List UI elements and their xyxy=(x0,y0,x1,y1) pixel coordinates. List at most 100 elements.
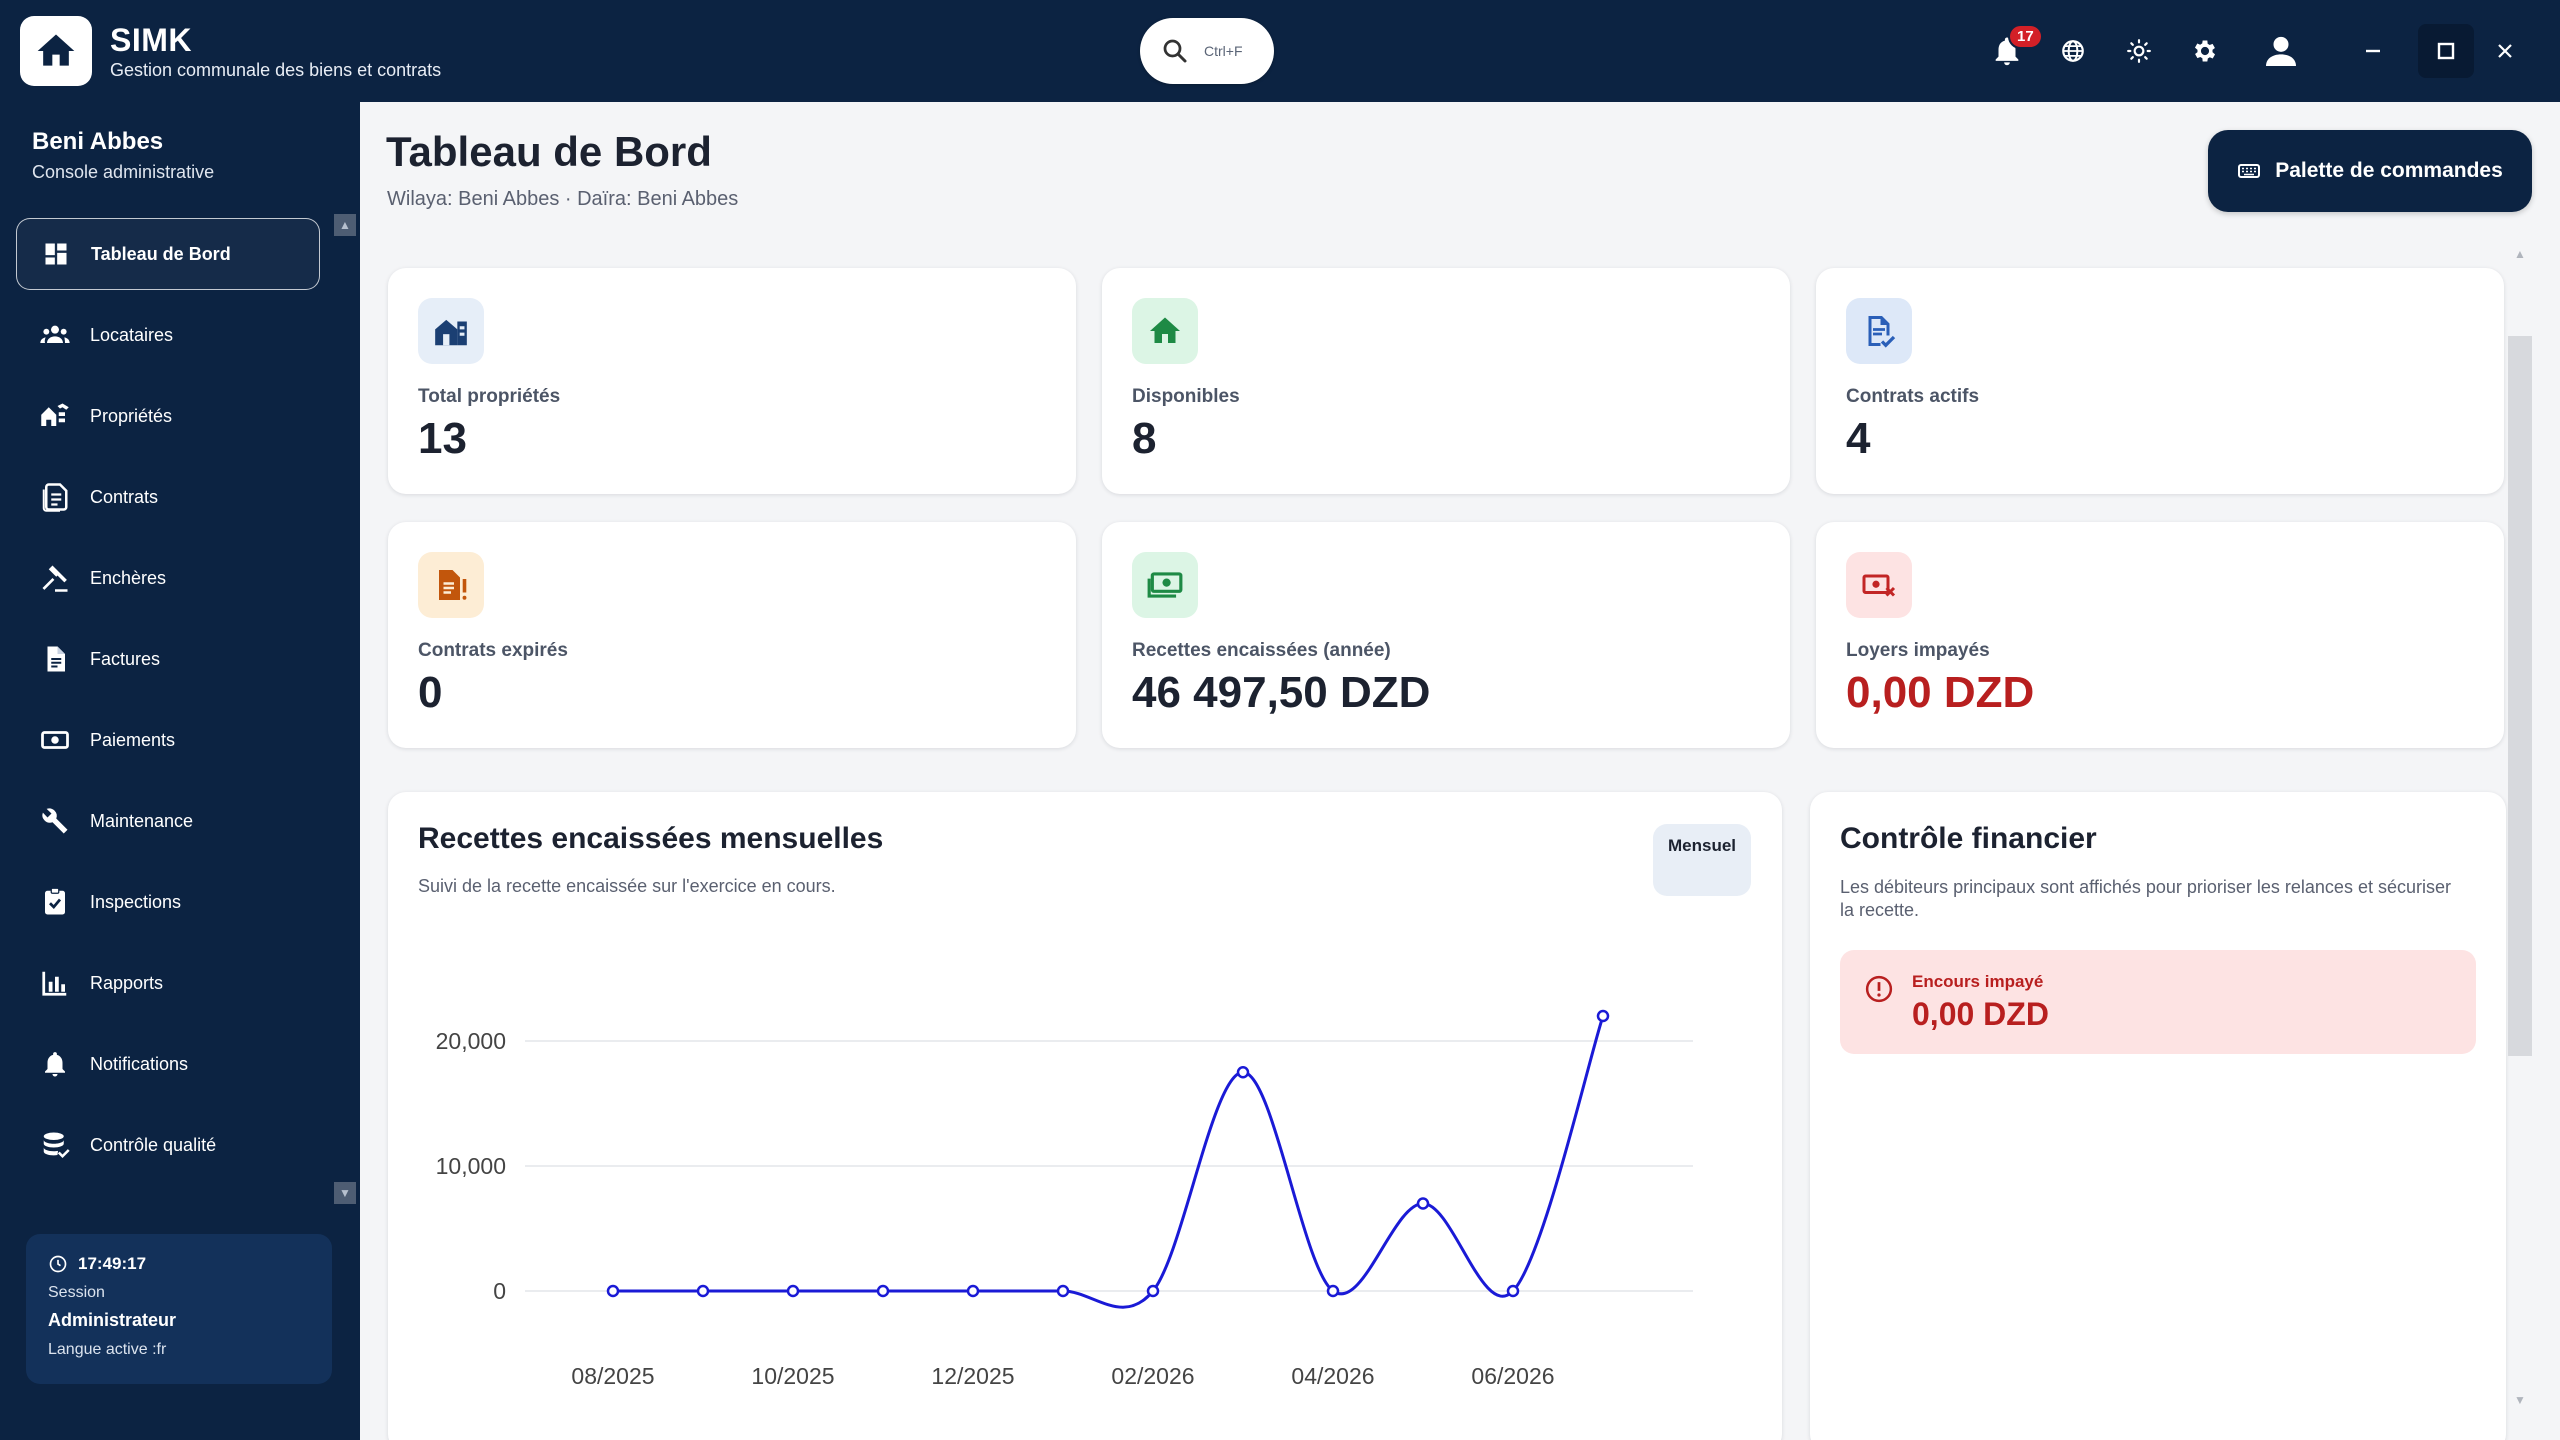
stat-card-expired-contracts[interactable]: Contrats expirés 0 xyxy=(388,522,1076,748)
stat-label: Recettes encaissées (année) xyxy=(1132,640,1391,661)
maximize-button[interactable] xyxy=(2418,24,2474,78)
sidebar-item-encheres[interactable]: Enchères xyxy=(16,542,320,614)
x-tick-label: 04/2026 xyxy=(1291,1363,1374,1389)
sidebar-item-label: Enchères xyxy=(90,567,167,588)
stat-label: Total propriétés xyxy=(418,386,561,407)
x-tick-label: 10/2025 xyxy=(751,1363,834,1389)
search-shortcut: Ctrl+F xyxy=(1204,43,1243,59)
sidebar-item-label: Notifications xyxy=(90,1053,189,1074)
sidebar: Beni Abbes Console administrative Tablea… xyxy=(0,102,360,1440)
sidebar-item-proprietes[interactable]: Propriétés xyxy=(16,380,320,452)
sidebar-item-inspections[interactable]: Inspections xyxy=(16,866,320,938)
data-point[interactable] xyxy=(1056,1284,1070,1298)
search-icon xyxy=(1163,39,1187,63)
data-point[interactable] xyxy=(966,1284,980,1298)
sidebar-item-locataires[interactable]: Locataires xyxy=(16,299,320,371)
settings-button[interactable] xyxy=(2182,28,2228,74)
stat-card-available[interactable]: Disponibles 8 xyxy=(1102,268,1790,494)
unpaid-alert: Encours impayé 0,00 DZD xyxy=(1840,950,2476,1054)
chart-subtitle: Suivi de la recette encaissée sur l'exer… xyxy=(418,876,836,896)
chart-title: Recettes encaissées mensuelles xyxy=(418,822,884,855)
stat-card-revenue-year[interactable]: Recettes encaissées (année) 46 497,50 DZ… xyxy=(1102,522,1790,748)
sidebar-scroll-down[interactable]: ▼ xyxy=(334,1182,356,1204)
bell-icon xyxy=(45,1052,65,1077)
minimize-button[interactable] xyxy=(2350,28,2396,74)
home-icon xyxy=(1150,317,1180,343)
data-point[interactable] xyxy=(876,1284,890,1298)
stat-icon-wrapper xyxy=(1846,552,1912,618)
session-time: 17:49:17 xyxy=(78,1254,147,1273)
language-button[interactable] xyxy=(2050,28,2096,74)
series-line xyxy=(613,1015,1605,1309)
stat-icon-wrapper xyxy=(1132,298,1198,364)
command-palette-button[interactable]: Palette de commandes xyxy=(2208,130,2532,212)
data-point[interactable] xyxy=(1146,1284,1160,1298)
database-icon xyxy=(43,1132,70,1159)
sun-icon xyxy=(2127,39,2151,63)
maximize-icon xyxy=(2437,42,2455,60)
sidebar-item-label: Rapports xyxy=(90,972,164,993)
financial-control-card: Contrôle financier Les débiteurs princip… xyxy=(1810,792,2506,1440)
revenue-chart-card: Recettes encaissées mensuelles Suivi de … xyxy=(388,792,1782,1440)
data-point[interactable] xyxy=(1326,1284,1340,1298)
app-logo[interactable] xyxy=(20,16,92,86)
sidebar-item-paiements[interactable]: Paiements xyxy=(16,704,320,776)
checklist-icon xyxy=(45,887,65,915)
command-palette-label: Palette de commandes xyxy=(2275,159,2503,182)
stat-card-total-properties[interactable]: Total propriétés 13 xyxy=(388,268,1076,494)
bar-chart-icon xyxy=(42,971,67,996)
main-scroll-down[interactable]: ▼ xyxy=(2514,1393,2526,1407)
data-point[interactable] xyxy=(786,1284,800,1298)
stat-icon-wrapper xyxy=(1846,298,1912,364)
stat-icon-wrapper xyxy=(418,552,484,618)
data-point[interactable] xyxy=(1506,1284,1520,1298)
user-menu-button[interactable] xyxy=(2258,28,2304,74)
globe-icon xyxy=(2062,40,2084,62)
sidebar-item-label: Locataires xyxy=(90,324,174,345)
sidebar-item-label: Contrats xyxy=(90,486,159,507)
notifications-button[interactable]: 17 xyxy=(1984,24,2043,74)
sidebar-item-notifications[interactable]: Notifications xyxy=(16,1028,320,1100)
theme-toggle-button[interactable] xyxy=(2116,28,2162,74)
sidebar-item-controle-qualite[interactable]: Contrôle qualité xyxy=(16,1109,320,1181)
search-button[interactable]: Ctrl+F xyxy=(1140,18,1274,84)
data-point[interactable] xyxy=(1596,1009,1610,1023)
clock-icon xyxy=(49,1255,67,1273)
sidebar-item-rapports[interactable]: Rapports xyxy=(16,947,320,1019)
sidebar-item-dashboard[interactable]: Tableau de Bord xyxy=(16,218,320,290)
stat-card-active-contracts[interactable]: Contrats actifs 4 xyxy=(1816,268,2504,494)
stat-label: Loyers impayés xyxy=(1846,640,1990,661)
contract-icon xyxy=(42,483,68,512)
stat-value: 0 xyxy=(418,668,443,717)
alert-label: Encours impayé xyxy=(1912,972,2044,991)
invoice-icon xyxy=(47,646,65,672)
y-tick-label: 10,000 xyxy=(436,1153,506,1179)
stat-value: 4 xyxy=(1846,414,1871,463)
money-icon xyxy=(1147,572,1183,598)
y-tick-label: 0 xyxy=(493,1278,506,1304)
user-icon xyxy=(2266,36,2296,66)
revenue-line-chart: 0 10,000 20,000 08/2025 10/2025 12/2025 02/202… xyxy=(436,1009,1693,1389)
page-subtitle: Wilaya: Beni Abbes · Daïra: Beni Abbes xyxy=(387,188,739,210)
period-filter-chip[interactable]: Mensuel xyxy=(1653,824,1751,896)
stat-value: 0,00 DZD xyxy=(1846,668,2035,717)
data-point[interactable] xyxy=(1236,1066,1250,1079)
main-scrollbar-thumb[interactable] xyxy=(2508,336,2532,1056)
stat-card-unpaid-rent[interactable]: Loyers impayés 0,00 DZD xyxy=(1816,522,2504,748)
sidebar-item-factures[interactable]: Factures xyxy=(16,623,320,695)
data-point[interactable] xyxy=(696,1284,710,1298)
data-point[interactable] xyxy=(1416,1197,1430,1210)
close-icon xyxy=(2498,44,2512,58)
stat-value: 8 xyxy=(1132,414,1157,463)
data-point[interactable] xyxy=(606,1284,620,1298)
sidebar-item-contrats[interactable]: Contrats xyxy=(16,461,320,533)
x-tick-label: 12/2025 xyxy=(931,1363,1014,1389)
x-tick-label: 02/2026 xyxy=(1111,1363,1194,1389)
sidebar-item-maintenance[interactable]: Maintenance xyxy=(16,785,320,857)
close-window-button[interactable] xyxy=(2482,28,2528,74)
main-scroll-up[interactable]: ▲ xyxy=(2514,247,2526,261)
session-card: 17:49:17 Session Administrateur Langue a… xyxy=(26,1234,332,1384)
stat-icon-wrapper xyxy=(418,298,484,364)
gavel-icon xyxy=(42,565,68,592)
sidebar-scroll-up[interactable]: ▲ xyxy=(334,214,356,236)
